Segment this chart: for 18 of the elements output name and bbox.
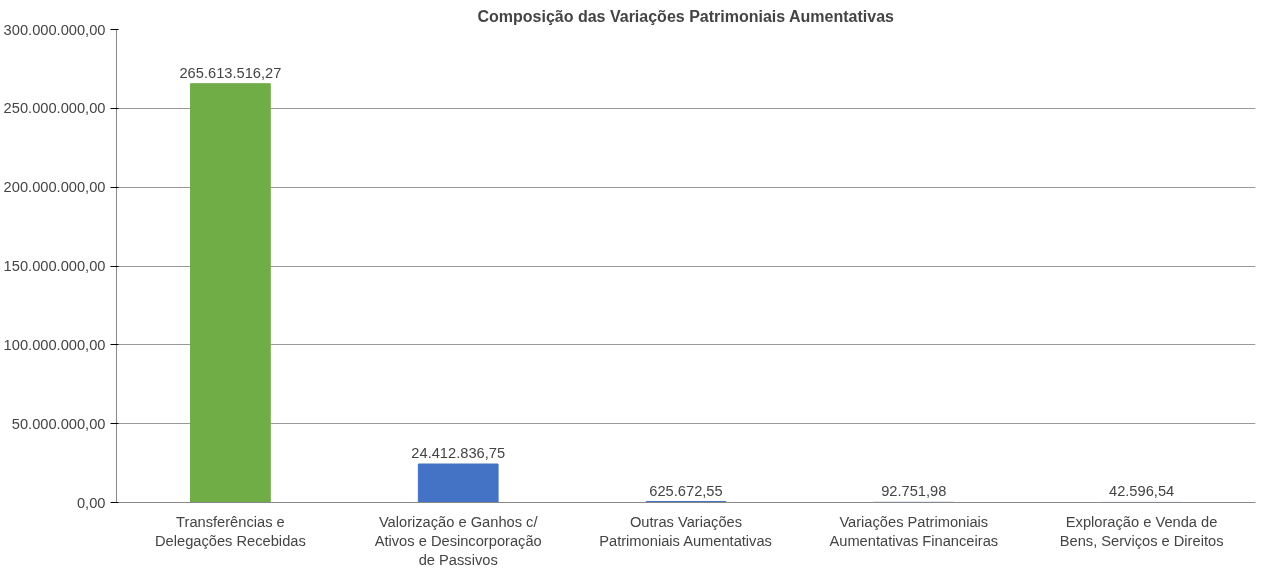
data-label: 625.672,55 xyxy=(649,482,723,499)
data-label: 92.751,98 xyxy=(881,483,947,500)
data-label: 42.596,54 xyxy=(1109,483,1175,500)
y-tick-label: 100.000.000,00 xyxy=(3,336,106,353)
y-tick-label: 250.000.000,00 xyxy=(3,100,106,117)
x-tick-label: Outras Variações Patrimoniais Aumentativas xyxy=(599,513,772,549)
y-tick-label: 200.000.000,00 xyxy=(3,179,106,196)
chart-title: Composição das Variações Patrimoniais Aumentativas xyxy=(477,7,895,25)
y-tick-label: 150.000.000,00 xyxy=(3,258,106,274)
x-tick-label: Variações Patrimoniais Aumentativas Financeiras xyxy=(829,513,999,549)
y-tick-label: 50.000.000,00 xyxy=(11,415,106,432)
x-tick-label: Transferências e Delegações Recebidas xyxy=(155,513,306,549)
data-label: 24.412.836,75 xyxy=(411,445,506,462)
x-tick-label: Exploração e Venda de Bens, Serviços e Direitos xyxy=(1059,513,1224,549)
x-tick-label: Valorização e Ganhos c/ Ativos e Desincorporação de Passivos xyxy=(374,513,542,568)
y-tick-label: 300.000.000,00 xyxy=(3,21,106,38)
data-label: 265.613.516,27 xyxy=(179,64,282,81)
y-tick-label: 0,00 xyxy=(76,494,106,511)
